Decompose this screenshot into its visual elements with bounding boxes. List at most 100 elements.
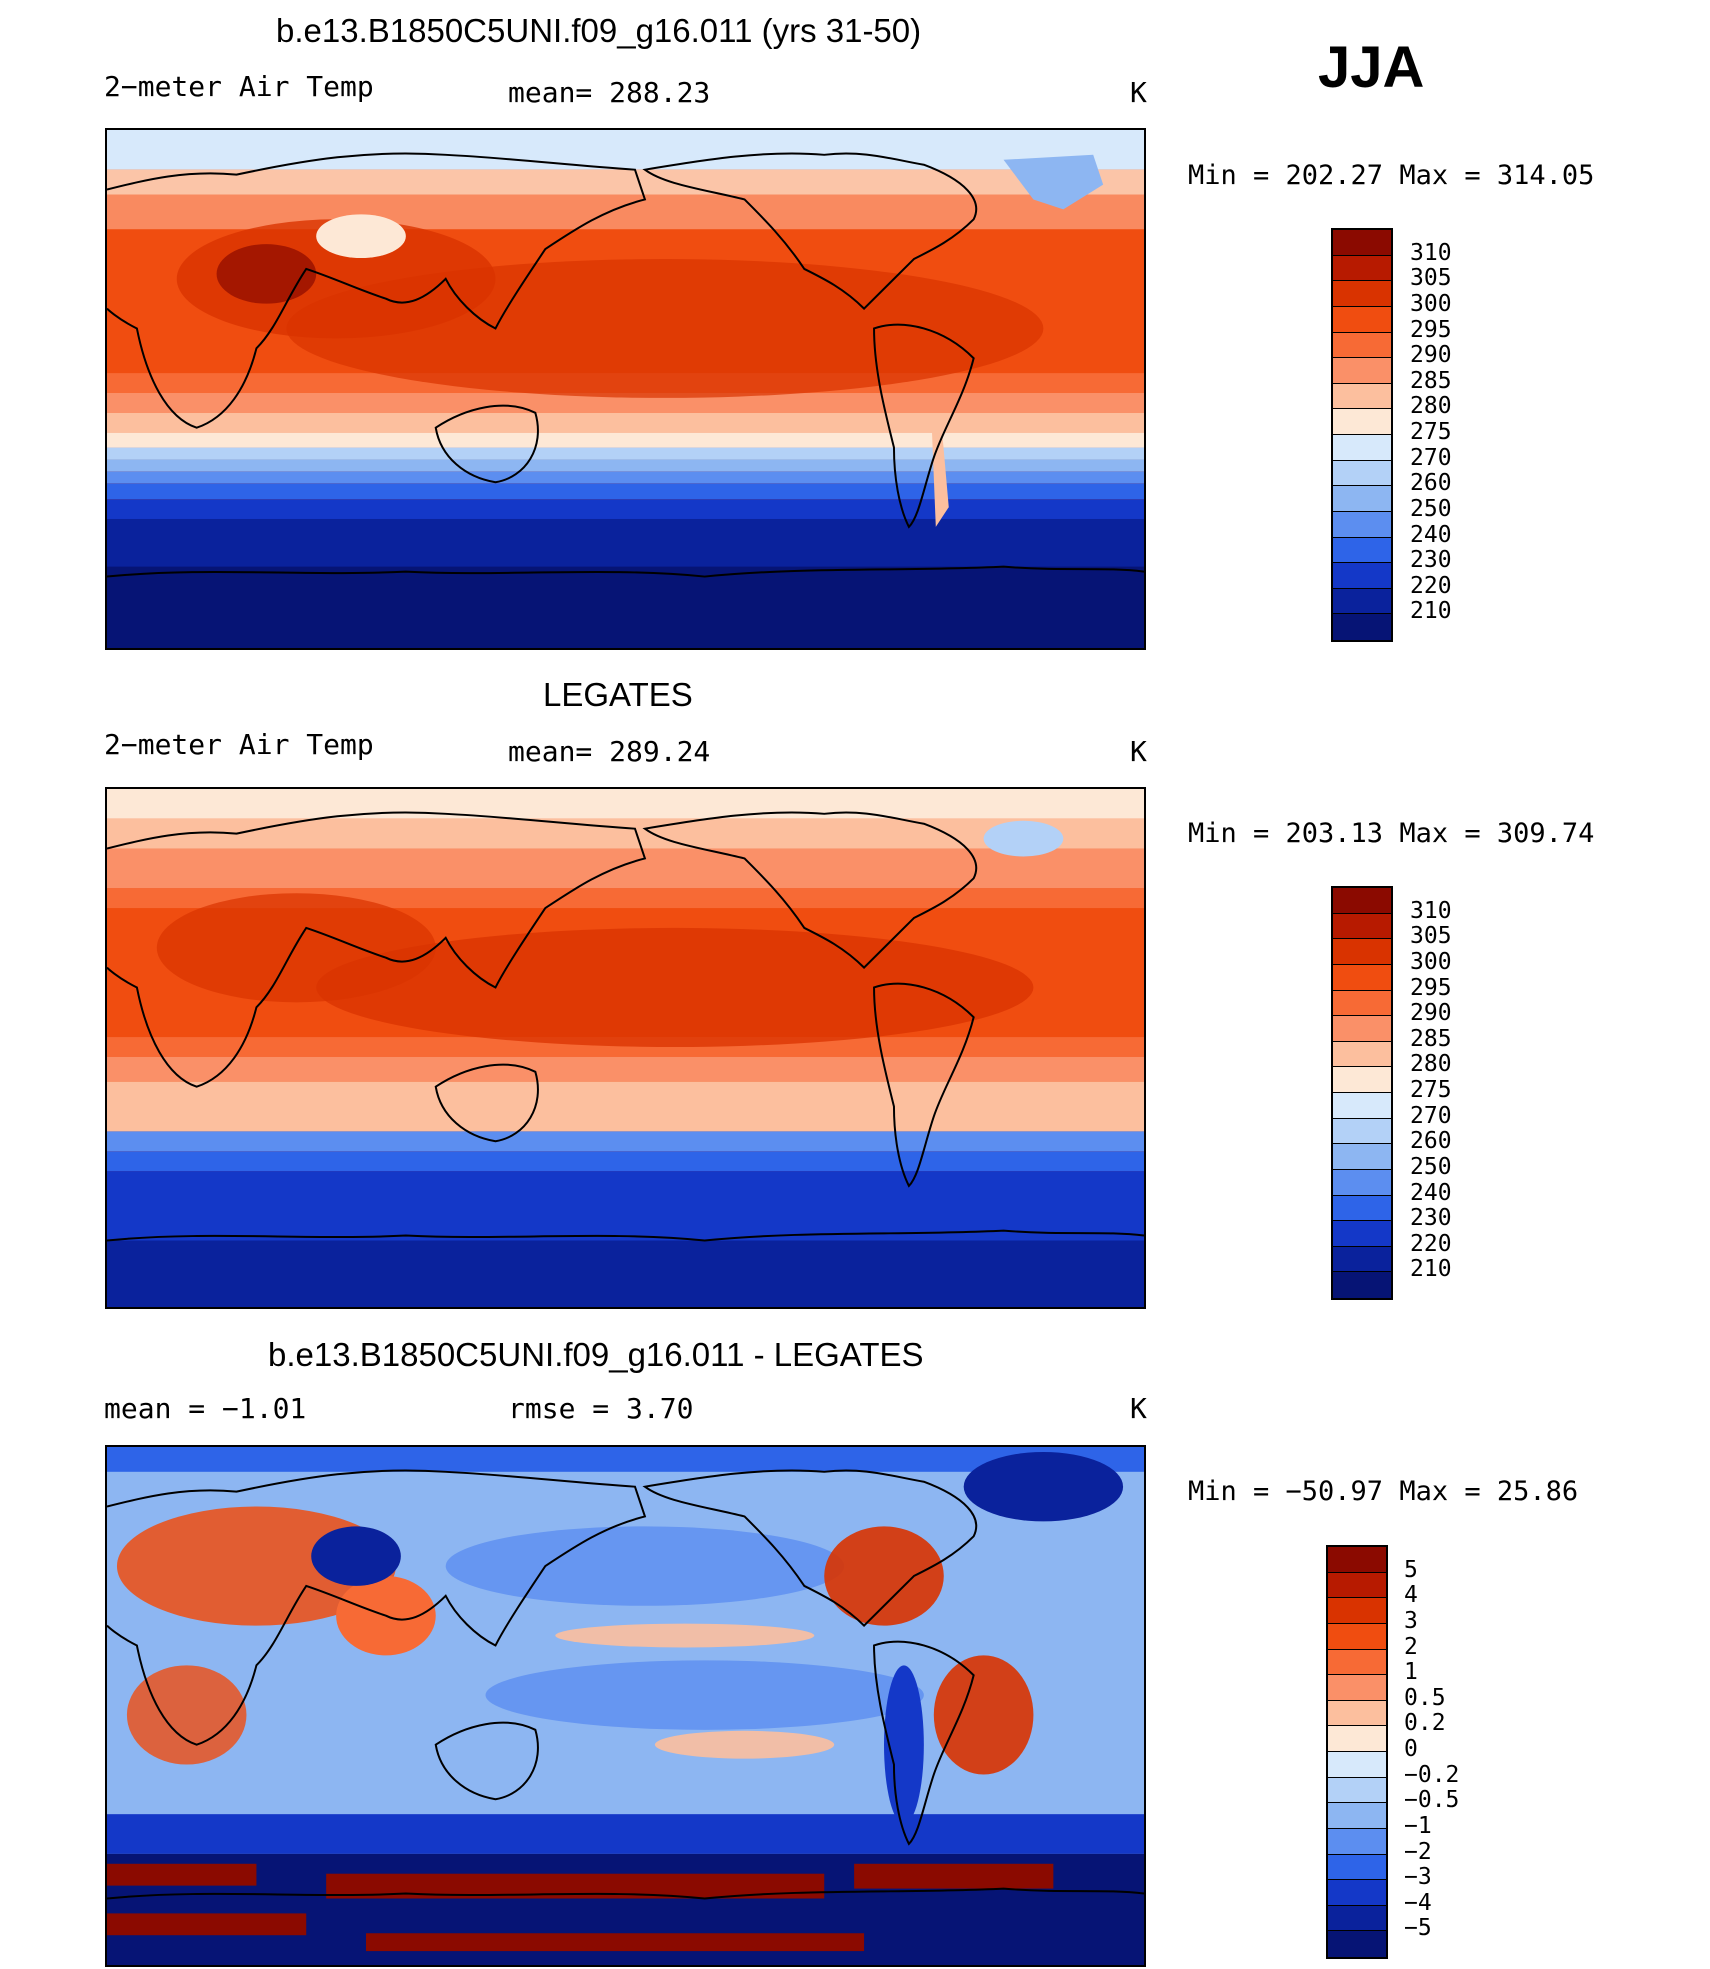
panel-2-colorbar <box>1331 886 1393 1300</box>
colorbar-swatch <box>1333 1246 1391 1273</box>
colorbar-tick-label: 305 <box>1410 923 1452 950</box>
colorbar-tick-label: 2 <box>1404 1633 1418 1660</box>
colorbar-tick-label: 210 <box>1410 1256 1452 1283</box>
colorbar-tick-label: 300 <box>1410 290 1452 317</box>
colorbar-swatch <box>1333 281 1391 307</box>
colorbar-tick-label: 300 <box>1410 948 1452 975</box>
colorbar-swatch <box>1333 460 1391 487</box>
colorbar-swatch <box>1328 1931 1386 1957</box>
colorbar-swatch <box>1328 1726 1386 1752</box>
colorbar-tick-label: 270 <box>1410 444 1452 471</box>
panel-2-variable-label: 2−meter Air Temp <box>104 728 374 761</box>
colorbar-swatch <box>1333 255 1391 282</box>
colorbar-tick-label: −1 <box>1404 1812 1432 1839</box>
colorbar-swatch <box>1333 939 1391 965</box>
colorbar-swatch <box>1328 1905 1386 1932</box>
colorbar-tick-label: 295 <box>1410 316 1452 343</box>
colorbar-tick-label: 270 <box>1410 1102 1452 1129</box>
colorbar-swatch <box>1328 1777 1386 1804</box>
panel-3-mean-label: mean = −1.01 <box>104 1392 307 1425</box>
colorbar-swatch <box>1333 1144 1391 1170</box>
colorbar-tick-label: 240 <box>1410 1179 1452 1206</box>
colorbar-tick-label: 260 <box>1410 470 1452 497</box>
panel-1-colorbar <box>1331 228 1393 642</box>
panel-1-units-label: K <box>1130 76 1147 109</box>
colorbar-tick-label: −5 <box>1404 1915 1432 1942</box>
panel-2-minmax: Min = 203.13 Max = 309.74 <box>1188 818 1595 849</box>
colorbar-swatch <box>1333 1093 1391 1119</box>
colorbar-tick-label: 295 <box>1410 974 1452 1001</box>
panel-2-mean-label: mean= 289.24 <box>508 735 711 768</box>
colorbar-swatch <box>1333 332 1391 359</box>
colorbar-tick-label: 210 <box>1410 598 1452 625</box>
panel-1-mean-label: mean= 288.23 <box>508 76 711 109</box>
colorbar-swatch <box>1328 1828 1386 1855</box>
colorbar-swatch <box>1333 913 1391 940</box>
colorbar-tick-label: 250 <box>1410 495 1452 522</box>
colorbar-tick-label: 285 <box>1410 1025 1452 1052</box>
colorbar-tick-label: −0.5 <box>1404 1787 1460 1814</box>
colorbar-swatch <box>1328 1649 1386 1676</box>
panel-3-units-label: K <box>1130 1392 1147 1425</box>
colorbar-tick-label: −2 <box>1404 1838 1432 1865</box>
colorbar-tick-label: −0.2 <box>1404 1761 1460 1788</box>
colorbar-swatch <box>1333 614 1391 640</box>
colorbar-tick-label: −3 <box>1404 1864 1432 1891</box>
colorbar-swatch <box>1333 486 1391 512</box>
colorbar-swatch <box>1333 230 1391 256</box>
colorbar-swatch <box>1333 409 1391 435</box>
colorbar-tick-label: 0.5 <box>1404 1684 1446 1711</box>
panel-2-units-label: K <box>1130 735 1147 768</box>
colorbar-swatch <box>1333 358 1391 384</box>
colorbar-tick-label: 280 <box>1410 393 1452 420</box>
panel-3-title: b.e13.B1850C5UNI.f09_g16.011 - LEGATES <box>268 1336 924 1373</box>
colorbar-swatch <box>1333 511 1391 538</box>
colorbar-swatch <box>1328 1803 1386 1829</box>
colorbar-swatch <box>1333 383 1391 410</box>
colorbar-tick-label: 280 <box>1410 1051 1452 1078</box>
colorbar-tick-label: 275 <box>1410 419 1452 445</box>
colorbar-swatch <box>1333 1169 1391 1196</box>
colorbar-swatch <box>1328 1854 1386 1881</box>
panel-2-title: LEGATES <box>543 676 693 713</box>
colorbar-swatch <box>1333 563 1391 589</box>
colorbar-tick-label: 5 <box>1404 1556 1418 1583</box>
colorbar-swatch <box>1333 990 1391 1017</box>
colorbar-tick-label: 230 <box>1410 547 1452 574</box>
colorbar-swatch <box>1333 1221 1391 1247</box>
colorbar-tick-label: 310 <box>1410 897 1452 924</box>
colorbar-swatch <box>1328 1572 1386 1599</box>
colorbar-swatch <box>1328 1752 1386 1778</box>
colorbar-swatch <box>1333 588 1391 615</box>
panel-1-title: b.e13.B1850C5UNI.f09_g16.011 (yrs 31-50) <box>276 12 922 49</box>
colorbar-swatch <box>1328 1675 1386 1701</box>
panel-1-minmax: Min = 202.27 Max = 314.05 <box>1188 160 1595 191</box>
colorbar-swatch <box>1333 1118 1391 1145</box>
panel-3-colorbar <box>1326 1545 1388 1959</box>
colorbar-tick-label: 4 <box>1404 1582 1418 1609</box>
colorbar-swatch <box>1333 435 1391 461</box>
colorbar-swatch <box>1333 1016 1391 1042</box>
colorbar-swatch <box>1333 537 1391 564</box>
colorbar-tick-label: 240 <box>1410 521 1452 548</box>
colorbar-swatch <box>1333 306 1391 333</box>
colorbar-tick-label: 0 <box>1404 1736 1418 1762</box>
panel-2-map <box>105 787 1146 1309</box>
colorbar-swatch <box>1333 1041 1391 1068</box>
colorbar-tick-label: 220 <box>1410 572 1452 599</box>
colorbar-tick-label: 290 <box>1410 1000 1452 1027</box>
panel-3-map-svg <box>107 1447 1144 1965</box>
colorbar-tick-label: 260 <box>1410 1128 1452 1155</box>
panel-3-rmse-label: rmse = 3.70 <box>508 1392 694 1425</box>
panel-1-map <box>105 128 1146 650</box>
colorbar-swatch <box>1328 1700 1386 1727</box>
colorbar-swatch <box>1333 1195 1391 1222</box>
colorbar-swatch <box>1328 1598 1386 1624</box>
colorbar-swatch <box>1333 888 1391 914</box>
colorbar-tick-label: 285 <box>1410 367 1452 394</box>
colorbar-swatch <box>1328 1623 1386 1650</box>
panel-1-map-svg <box>107 130 1144 648</box>
panel-1-variable-label: 2−meter Air Temp <box>104 70 374 103</box>
colorbar-swatch <box>1333 1067 1391 1093</box>
colorbar-tick-label: 305 <box>1410 265 1452 292</box>
